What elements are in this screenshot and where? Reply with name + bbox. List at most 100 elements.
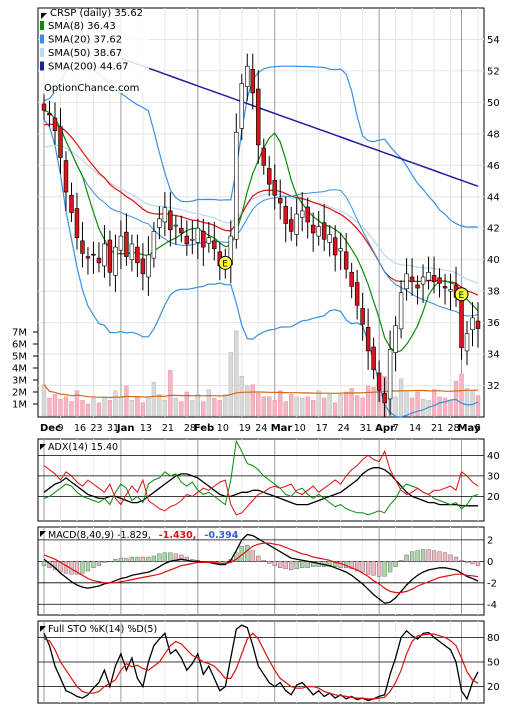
volume-bar — [47, 397, 52, 417]
candle-body — [256, 88, 261, 146]
candle-body — [426, 271, 431, 281]
candle — [91, 241, 96, 274]
volume-bar — [58, 398, 63, 417]
candle — [371, 337, 376, 380]
candle — [41, 94, 47, 120]
candle — [294, 198, 299, 247]
volume-bar — [261, 396, 266, 417]
candle-body — [212, 240, 217, 249]
candle — [442, 273, 448, 305]
macd-histogram-bar — [272, 561, 277, 566]
candle-body — [74, 208, 80, 238]
volume-bar — [371, 386, 376, 417]
date-tick-label: Jan — [116, 423, 135, 434]
adx-title: ADX(14) 15.40 — [48, 442, 118, 453]
volume-bar — [124, 385, 129, 417]
macd-value-blue: -0.394 — [204, 530, 238, 541]
candle — [349, 262, 354, 299]
candle-body — [349, 271, 354, 287]
volume-tick-label: 3M — [12, 376, 27, 387]
candle-body — [382, 393, 387, 404]
candle-body — [96, 257, 102, 264]
candle — [96, 242, 102, 273]
date-tick-label: 28 — [448, 423, 460, 434]
volume-bar — [398, 378, 404, 417]
candle-body — [354, 282, 360, 306]
date-tick-label: 10 — [294, 423, 306, 434]
candle-body — [459, 300, 464, 349]
candle — [437, 268, 442, 298]
sto-title-triangle-icon — [40, 626, 46, 632]
macd-histogram-bar — [223, 561, 228, 563]
volume-bar — [343, 391, 349, 417]
candle-body — [327, 234, 332, 243]
candle-body — [448, 289, 453, 292]
candle-body — [69, 194, 74, 213]
price-tick-label: 38 — [487, 287, 500, 298]
indicator-tick-label: 20 — [487, 492, 500, 503]
adx-line — [43, 467, 478, 507]
candle-body — [420, 276, 426, 285]
candle — [140, 243, 146, 291]
candle-body — [107, 239, 113, 273]
volume-bar — [305, 396, 310, 417]
volume-average-line — [43, 384, 479, 399]
candle — [256, 70, 261, 164]
volume-bar — [206, 389, 211, 417]
candle-body — [206, 237, 212, 244]
macd-histogram-bar — [382, 561, 387, 577]
macd-histogram-bar — [58, 561, 63, 573]
macd-histogram-bar — [283, 561, 288, 570]
candle-body — [162, 207, 168, 223]
legend-swatch — [40, 48, 44, 57]
candle-body — [404, 273, 409, 290]
candle-body — [310, 224, 316, 234]
candle-body — [464, 333, 470, 352]
candle — [190, 220, 195, 255]
volume-bar — [409, 397, 415, 417]
legend-label: SMA(8) 36.43 — [48, 21, 116, 32]
date-tick-label: 10 — [217, 423, 229, 434]
macd-histogram-bar — [140, 556, 146, 562]
volume-bar — [453, 380, 459, 417]
volume-bar — [135, 396, 140, 417]
watermark: OptionChance.com — [44, 83, 139, 94]
candle-body — [63, 160, 69, 193]
candle — [173, 215, 179, 245]
candle — [184, 220, 190, 256]
candle-body — [118, 235, 124, 251]
volume-bar — [107, 400, 113, 417]
plus-di-line — [43, 439, 479, 516]
macd-title-main: MACD(8,40,9) -1.829, — [48, 530, 151, 541]
candle — [420, 264, 426, 303]
macd-histogram-bar — [398, 560, 404, 562]
candle-body — [58, 126, 63, 158]
date-tick-label: Feb — [194, 423, 214, 434]
macd-histogram-bar — [294, 561, 299, 570]
volume-tick-label: 1M — [12, 400, 27, 411]
price-tick-label: 52 — [487, 66, 500, 77]
indicator-tick-label: 30 — [487, 471, 500, 482]
candle — [129, 234, 135, 272]
macd-histogram-bar — [420, 549, 426, 562]
legend: CRSP (daily) 35.62 SMA(8) 36.43 SMA(20) 3… — [39, 8, 149, 94]
candle — [354, 269, 360, 320]
candle-body — [332, 237, 338, 256]
candle-body — [261, 147, 266, 166]
volume-bar — [272, 400, 277, 417]
candle-body — [272, 179, 277, 196]
volume-bar — [338, 394, 343, 417]
price-tick-label: 34 — [487, 350, 500, 361]
macd-histogram-bar — [41, 561, 47, 566]
candle — [332, 225, 338, 272]
candle — [404, 258, 409, 301]
candle-body — [409, 276, 415, 283]
price-tick-label: 42 — [487, 224, 500, 235]
sma200-line — [120, 57, 479, 187]
volume-bar — [300, 397, 305, 417]
volume-tick-label: 4M — [12, 364, 27, 375]
candle — [85, 247, 91, 275]
stochastic-panel: 80 50 20 Full STO %K(14) %D(5) — [37, 620, 500, 704]
macd-histogram-bar — [404, 554, 409, 562]
